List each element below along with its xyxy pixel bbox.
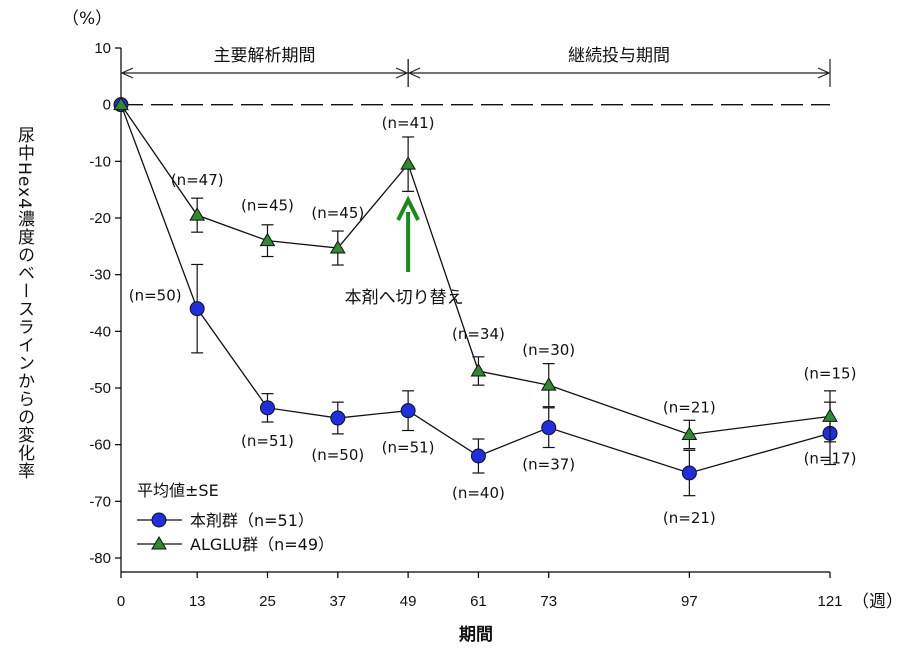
period-label: 主要解析期間 — [214, 46, 316, 66]
n-label: (n=47) — [171, 171, 224, 189]
n-label: (n=40) — [452, 484, 505, 502]
period-arrow-right — [817, 67, 831, 79]
legend-label: ALGLU群（n=49） — [190, 535, 334, 554]
data-point-circle — [189, 301, 205, 317]
data-point-triangle — [822, 408, 838, 422]
data-point-triangle — [113, 96, 129, 111]
annotation-group: 本剤へ切り替え — [345, 195, 464, 308]
x-tick-label: 25 — [259, 593, 276, 610]
y-tick-label: 10 — [94, 40, 111, 57]
n-label: (n=37) — [522, 456, 575, 474]
series-line — [120, 104, 831, 474]
y-tick-label: -40 — [89, 323, 111, 340]
n-label: (n=51) — [382, 439, 435, 457]
data-point-circle — [330, 410, 346, 426]
series-group: (n=50) (n=51) (n=50) (n=51) (n=40) (n=37) (n=2… — [113, 96, 857, 527]
x-tick-label: 97 — [681, 593, 698, 610]
x-unit-label: （週） — [852, 592, 903, 612]
x-axis-title: 期間 — [459, 625, 493, 645]
x-tick-label: 121 — [817, 593, 842, 610]
n-label: (n=17) — [804, 449, 857, 467]
data-point-circle — [259, 400, 275, 416]
n-label: (n=50) — [311, 446, 364, 464]
data-point-triangle — [189, 207, 206, 221]
data-point-triangle — [540, 377, 557, 391]
legend: 平均値±SE 本剤群（n=51） ALGLU群（n=49） — [137, 481, 334, 554]
x-tick-label: 61 — [470, 593, 487, 610]
n-label: (n=21) — [663, 509, 716, 527]
y-tick-label: -60 — [89, 437, 111, 454]
y-tick-label: -10 — [89, 153, 111, 170]
x-tick-label: 13 — [189, 593, 206, 610]
legend-marker-circle — [151, 512, 167, 528]
period-brackets: 主要解析期間 継続投与期間 — [120, 46, 831, 87]
n-label: (n=51) — [241, 432, 294, 450]
switch-annotation-text: 本剤へ切り替え — [345, 288, 464, 308]
y-tick-label: 0 — [103, 97, 111, 114]
x-tick-label: 73 — [540, 593, 557, 610]
period-arrow-left — [407, 67, 421, 79]
n-label: (n=21) — [663, 398, 716, 416]
n-label: (n=50) — [129, 287, 182, 305]
data-point-circle — [681, 465, 697, 481]
data-point-triangle — [259, 232, 276, 247]
series-main: (n=50) (n=51) (n=50) (n=51) (n=40) (n=37) (n=2… — [113, 97, 857, 527]
data-point-circle — [541, 420, 557, 436]
x-tick-label: 49 — [400, 593, 417, 610]
n-label: (n=41) — [382, 114, 435, 132]
n-label: (n=15) — [804, 364, 857, 382]
legend-item: ALGLU群（n=49） — [137, 535, 334, 554]
legend-label: 本剤群（n=51） — [190, 511, 314, 530]
axes: 10 0 -10 -20 -30 -40 -50 -60 -70 -80 0 13 25 37 49 61 73… — [14, 9, 903, 645]
legend-item: 本剤群（n=51） — [137, 511, 314, 530]
period-arrow-left — [120, 67, 134, 79]
n-label: (n=45) — [241, 197, 294, 215]
y-tick-label: -30 — [89, 267, 111, 284]
data-point-circle — [400, 403, 416, 419]
data-point-triangle — [681, 426, 698, 440]
switch-arrow-head — [396, 195, 420, 221]
y-axis-title: 尿中Hex4濃度のベースラインからの変化率 — [14, 126, 35, 480]
data-point-circle — [470, 448, 486, 464]
legend-title: 平均値±SE — [137, 481, 219, 500]
n-label: (n=34) — [452, 325, 505, 343]
y-tick-label: -70 — [89, 493, 111, 510]
x-tick-label: 37 — [329, 593, 346, 610]
y-unit-label: （%） — [62, 9, 112, 29]
data-point-triangle — [329, 240, 346, 254]
x-tick-label: 0 — [117, 593, 125, 610]
y-tick-label: -80 — [89, 550, 111, 567]
period-label: 継続投与期間 — [568, 46, 670, 66]
series-alglu: (n=47) (n=45) (n=45) (n=41) (n=34) (n=30) (n=2… — [113, 96, 857, 450]
legend-marker-triangle — [151, 536, 167, 550]
data-point-triangle — [470, 363, 487, 377]
y-tick-label: -20 — [89, 210, 111, 227]
n-label: (n=45) — [311, 204, 364, 222]
y-tick-label: -50 — [89, 380, 111, 397]
period-arrow-right — [395, 67, 409, 79]
data-point-triangle — [400, 156, 416, 170]
n-label: (n=30) — [522, 341, 575, 359]
